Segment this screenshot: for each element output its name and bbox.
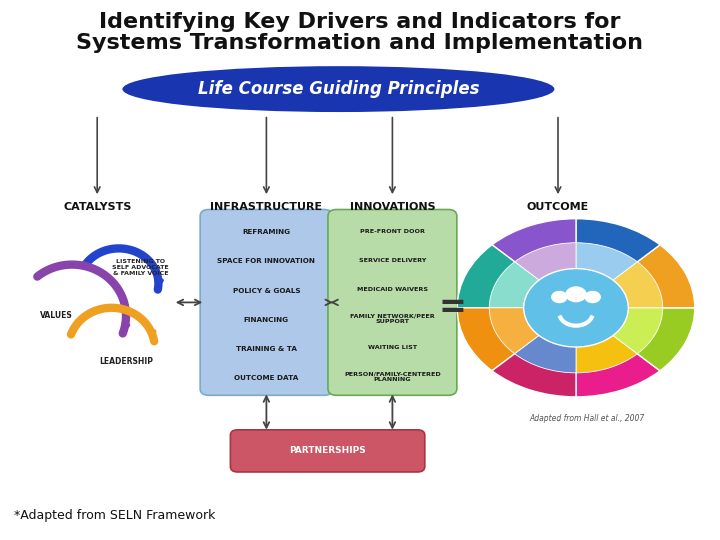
Wedge shape bbox=[492, 308, 576, 397]
Text: CATALYSTS: CATALYSTS bbox=[63, 202, 131, 213]
Circle shape bbox=[523, 268, 629, 347]
Text: MEDICAID WAIVERS: MEDICAID WAIVERS bbox=[357, 287, 428, 292]
Circle shape bbox=[585, 291, 601, 303]
Text: LISTENING TO
SELF ADVOCATE
& FAMILY VOICE: LISTENING TO SELF ADVOCATE & FAMILY VOIC… bbox=[112, 259, 168, 275]
Wedge shape bbox=[492, 219, 576, 308]
Text: OUTCOME DATA: OUTCOME DATA bbox=[234, 375, 299, 381]
Wedge shape bbox=[490, 308, 576, 354]
Text: INNOVATIONS: INNOVATIONS bbox=[350, 202, 435, 213]
Ellipse shape bbox=[122, 66, 554, 112]
Text: =: = bbox=[438, 291, 467, 325]
Text: INFRASTRUCTURE: INFRASTRUCTURE bbox=[210, 202, 323, 213]
Text: Systems Transformation and Implementation: Systems Transformation and Implementatio… bbox=[76, 33, 644, 53]
Circle shape bbox=[551, 291, 567, 303]
Wedge shape bbox=[576, 308, 662, 354]
Text: Identifying Key Drivers and Indicators for: Identifying Key Drivers and Indicators f… bbox=[99, 11, 621, 32]
Wedge shape bbox=[515, 308, 576, 373]
Text: *Adapted from SELN Framework: *Adapted from SELN Framework bbox=[14, 509, 216, 522]
Wedge shape bbox=[576, 308, 695, 371]
Text: SERVICE DELIVERY: SERVICE DELIVERY bbox=[359, 258, 426, 263]
Wedge shape bbox=[576, 308, 660, 397]
Text: FAMILY NETWORK/PEER
SUPPORT: FAMILY NETWORK/PEER SUPPORT bbox=[350, 313, 435, 324]
Wedge shape bbox=[515, 243, 576, 308]
Text: PERSON/FAMILY-CENTERED
PLANNING: PERSON/FAMILY-CENTERED PLANNING bbox=[344, 372, 441, 382]
Text: TRAINING & TA: TRAINING & TA bbox=[236, 346, 297, 352]
Wedge shape bbox=[490, 262, 576, 308]
FancyBboxPatch shape bbox=[200, 210, 333, 395]
Wedge shape bbox=[457, 245, 576, 308]
Text: WAITING LIST: WAITING LIST bbox=[368, 345, 417, 350]
Wedge shape bbox=[576, 245, 695, 308]
FancyBboxPatch shape bbox=[230, 430, 425, 472]
Text: FINANCING: FINANCING bbox=[244, 316, 289, 323]
Text: REFRAMING: REFRAMING bbox=[243, 229, 290, 235]
Text: SPACE FOR INNOVATION: SPACE FOR INNOVATION bbox=[217, 258, 315, 265]
Text: LEADERSHIP: LEADERSHIP bbox=[99, 357, 153, 366]
Text: Life Course Guiding Principles: Life Course Guiding Principles bbox=[198, 80, 479, 98]
Wedge shape bbox=[576, 308, 637, 373]
Text: OUTCOME: OUTCOME bbox=[527, 202, 589, 213]
Text: Adapted from Hall et al., 2007: Adapted from Hall et al., 2007 bbox=[529, 414, 644, 423]
Text: VALUES: VALUES bbox=[40, 312, 72, 320]
FancyBboxPatch shape bbox=[328, 210, 457, 395]
Text: PARTNERSHIPS: PARTNERSHIPS bbox=[289, 447, 366, 455]
Wedge shape bbox=[576, 262, 662, 308]
Text: PRE-FRONT DOOR: PRE-FRONT DOOR bbox=[360, 228, 425, 234]
Text: POLICY & GOALS: POLICY & GOALS bbox=[233, 287, 300, 294]
Wedge shape bbox=[576, 243, 637, 308]
Circle shape bbox=[565, 286, 587, 302]
Wedge shape bbox=[576, 219, 660, 308]
Wedge shape bbox=[457, 308, 576, 371]
